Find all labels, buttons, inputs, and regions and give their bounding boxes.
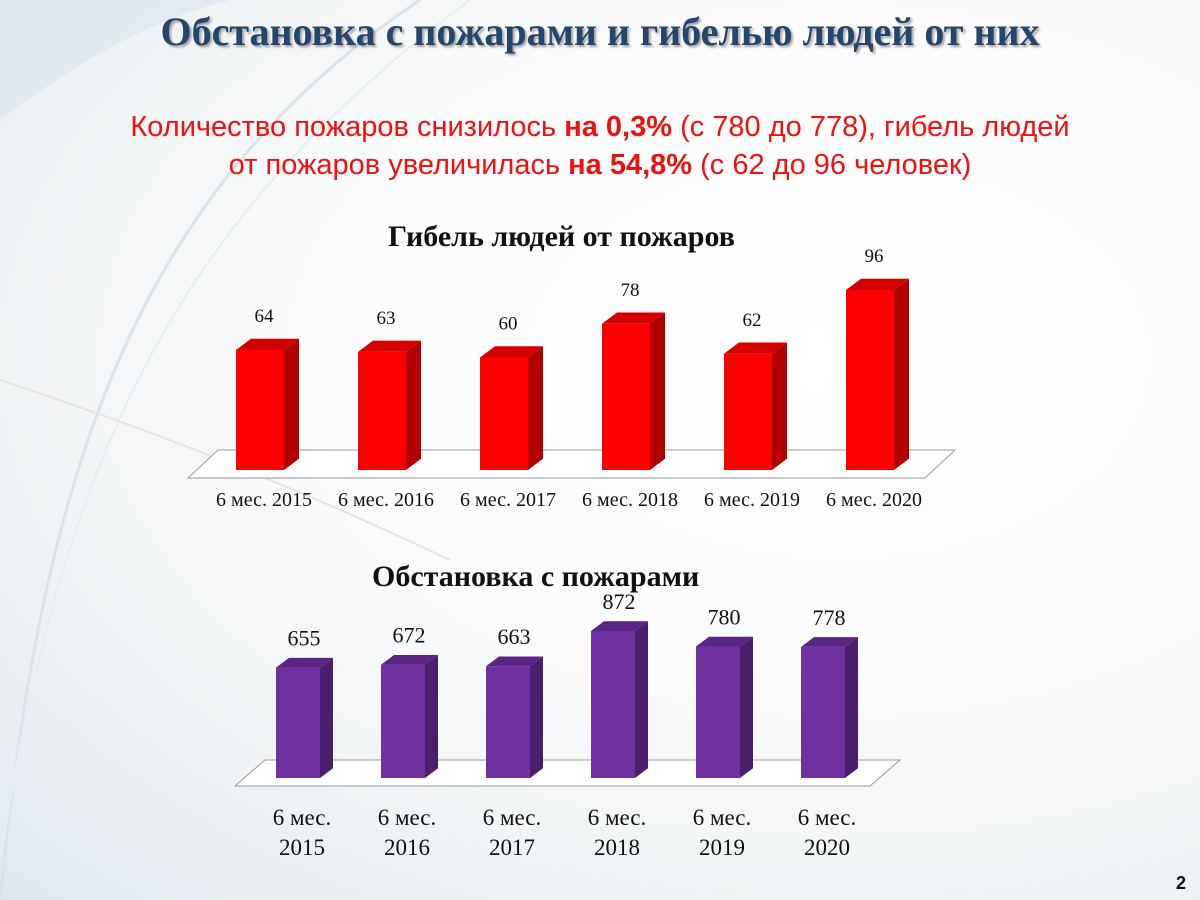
fires-bar-top <box>696 636 753 647</box>
fires-bar <box>696 646 740 778</box>
fires-bar-top <box>276 657 333 668</box>
fires-category-label: 6 мес. <box>273 805 332 830</box>
summary-line-1: Количество пожаров снизилось на 0,3% (с … <box>130 111 1070 143</box>
deaths-bar-side <box>528 346 543 470</box>
fires-chart-title: Обстановка с пожарами <box>372 560 700 593</box>
deaths-bar-top <box>846 278 909 290</box>
fires-category-label: 6 мес. <box>693 805 752 830</box>
deaths-bar <box>724 353 772 470</box>
deaths-category-label: 6 мес. 2015 <box>216 489 312 511</box>
fires-bar-top <box>801 637 858 647</box>
fires-bar-top <box>591 621 648 631</box>
fires-category-label: 6 мес. <box>483 805 542 830</box>
fires-data-label: 663 <box>498 624 531 649</box>
fires-category-label: 2019 <box>699 835 745 860</box>
deaths-data-label: 96 <box>865 246 884 267</box>
deaths-bar-top <box>236 338 299 350</box>
deaths-data-label: 62 <box>743 310 762 331</box>
deaths-bar-top <box>358 340 421 352</box>
fires-category-label: 2015 <box>279 835 325 860</box>
fires-category-label: 2016 <box>384 835 430 860</box>
fires-bar <box>381 664 425 778</box>
fires-category-label: 6 мес. <box>798 805 857 830</box>
fires-category-label: 6 мес. <box>588 805 647 830</box>
fires-bar <box>801 646 845 778</box>
deaths-floor <box>186 449 957 479</box>
deaths-category-label: 6 мес. 2017 <box>460 489 556 511</box>
deaths-category-label: 6 мес. 2016 <box>338 489 434 511</box>
fires-floor <box>233 759 902 787</box>
deaths-data-label: 60 <box>499 314 518 335</box>
fires-data-label: 672 <box>393 623 426 648</box>
deaths-data-label: 78 <box>621 280 640 301</box>
fires-category-label: 2018 <box>594 835 640 860</box>
deaths-bar-top <box>480 346 543 358</box>
fires-data-label: 778 <box>813 605 846 630</box>
fires-bar-top <box>381 654 438 665</box>
fires-data-label: 780 <box>708 605 741 630</box>
deaths-bar <box>602 323 650 470</box>
fires-bar-side <box>425 654 438 778</box>
deaths-bar <box>846 290 894 470</box>
fires-bar-side <box>320 657 333 778</box>
deaths-category-label: 6 мес. 2020 <box>826 489 922 511</box>
fires-bar-side <box>530 656 543 778</box>
fires-bar-side <box>740 636 753 778</box>
fires-data-label: 655 <box>288 626 321 651</box>
deaths-bar-side <box>284 338 299 470</box>
deaths-bar-side <box>406 340 421 470</box>
deaths-data-label: 64 <box>255 306 275 327</box>
fires-data-label: 872 <box>603 589 636 614</box>
fires-bar-top <box>486 656 543 667</box>
page-number: 2 <box>1175 873 1186 893</box>
fires-bar-side <box>635 621 648 778</box>
summary-line-2: от пожаров увеличилась на 54,8% (с 62 до… <box>228 149 972 181</box>
fires-bar <box>276 667 320 778</box>
deaths-chart-title: Гибель людей от пожаров <box>388 220 735 253</box>
deaths-bar-side <box>650 312 665 470</box>
deaths-data-label: 63 <box>377 308 396 329</box>
deaths-bar-top <box>602 312 665 324</box>
deaths-bar <box>358 351 406 470</box>
fires-category-label: 2020 <box>804 835 850 860</box>
fires-bar <box>486 666 530 778</box>
slide-title: Обстановка с пожарами и гибелью людей от… <box>160 9 1040 54</box>
deaths-bar <box>480 357 528 470</box>
fires-bar <box>591 631 635 778</box>
deaths-bar-side <box>772 342 787 470</box>
deaths-bar-top <box>724 342 787 354</box>
deaths-bar-side <box>894 278 909 470</box>
deaths-category-label: 6 мес. 2018 <box>582 489 678 511</box>
deaths-bar <box>236 350 284 470</box>
summary-text: Количество пожаров снизилось на 0,3% (с … <box>60 108 1140 184</box>
fires-category-label: 6 мес. <box>378 805 437 830</box>
fires-bar-side <box>845 637 858 778</box>
deaths-category-label: 6 мес. 2019 <box>704 489 800 511</box>
fires-category-label: 2017 <box>489 835 535 860</box>
